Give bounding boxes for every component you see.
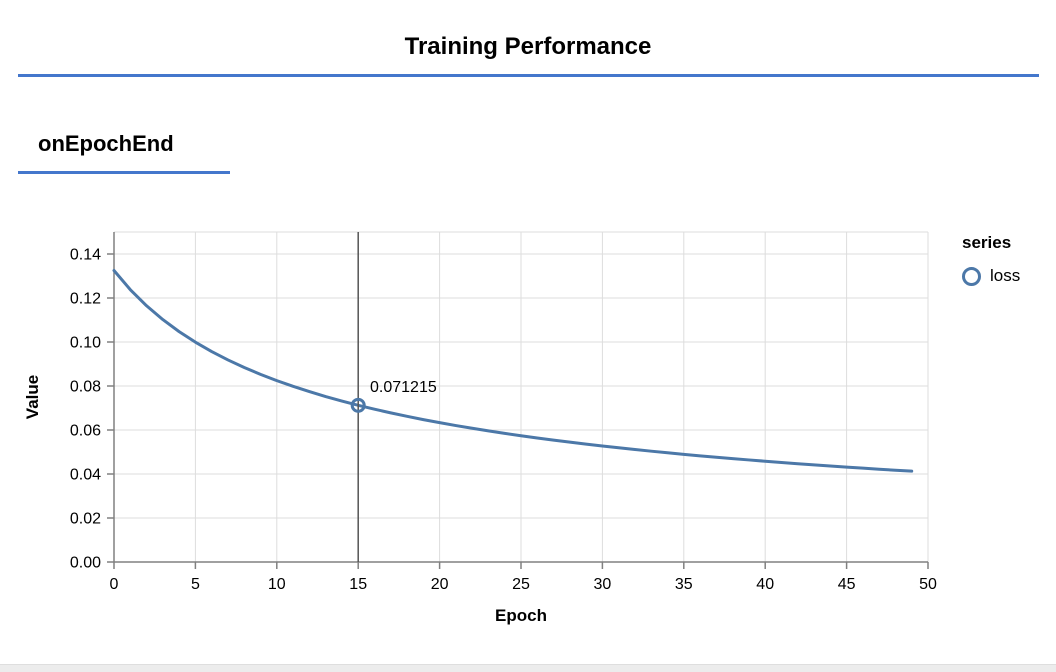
x-tick-label: 50 <box>919 576 937 593</box>
section-heading: onEpochEnd <box>38 131 174 156</box>
legend: series loss <box>962 233 1020 286</box>
legend-entry-label: loss <box>990 266 1021 285</box>
y-tick-label: 0.06 <box>70 423 101 440</box>
x-tick-label: 30 <box>594 576 612 593</box>
y-tick-label: 0.00 <box>70 555 101 572</box>
x-tick-label: 35 <box>675 576 693 593</box>
legend-title: series <box>962 233 1012 252</box>
x-tick-label: 0 <box>110 576 119 593</box>
legend-entry-loss: loss <box>962 266 1020 286</box>
bottom-scroll-track <box>0 664 1056 672</box>
y-tick-label: 0.14 <box>70 247 101 264</box>
loss-series-marker-icon <box>962 266 981 286</box>
loss-curve <box>112 269 914 473</box>
y-tick-label: 0.12 <box>70 291 101 308</box>
x-tick-label: 15 <box>349 576 367 593</box>
x-tick-label: 45 <box>838 576 856 593</box>
y-tick-label: 0.02 <box>70 511 101 528</box>
section-heading-rule <box>18 171 230 174</box>
x-axis-title: Epoch <box>495 606 547 625</box>
x-tick-label: 25 <box>512 576 530 593</box>
page-title: Training Performance <box>404 33 652 60</box>
title-rule <box>18 74 1039 77</box>
x-tick-label: 5 <box>191 576 200 593</box>
y-tick-label: 0.08 <box>70 379 101 396</box>
hover-value-label: 0.071215 <box>370 379 437 396</box>
hover-point-marker <box>350 397 366 413</box>
y-axis-title: Value <box>23 374 42 420</box>
x-tick-label: 20 <box>431 576 449 593</box>
y-tick-label: 0.04 <box>70 467 101 484</box>
y-tick-label: 0.10 <box>70 335 101 352</box>
plot-area[interactable] <box>114 232 928 562</box>
x-tick-label: 10 <box>268 576 286 593</box>
x-tick-label: 40 <box>756 576 774 593</box>
